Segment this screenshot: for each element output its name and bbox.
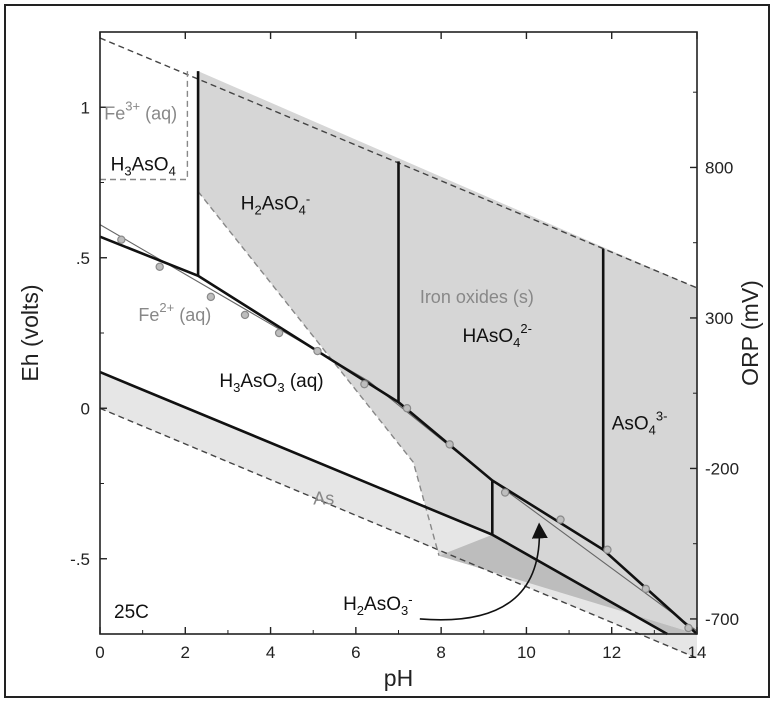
data-marker [155, 262, 164, 271]
right-tick-label: 300 [705, 309, 733, 328]
data-marker [206, 292, 216, 302]
data-marker [641, 584, 651, 594]
region-label-as: As [313, 489, 334, 509]
data-marker [360, 379, 369, 389]
data-marker [556, 515, 565, 524]
data-marker [274, 328, 284, 338]
data-marker [603, 545, 612, 554]
right-axis-label: ORP (mV) [737, 280, 763, 386]
overlap-region [439, 534, 697, 634]
x-tick-label: 0 [95, 643, 104, 662]
data-marker [313, 346, 322, 356]
figure-frame [4, 4, 770, 698]
line-fe_oxide_boundary [197, 191, 440, 556]
data-marker [445, 440, 454, 449]
y-tick-label: .5 [76, 249, 90, 268]
region-label-haso4: HAsO42- [462, 321, 531, 350]
line-as5_as3 [99, 235, 698, 635]
x-axis-label: pH [384, 665, 413, 691]
region-label-h3aso4: H3AsO4 [111, 154, 176, 178]
temperature-label: 25C [114, 602, 149, 623]
annotation-arrow [419, 522, 548, 621]
data-marker [240, 310, 250, 320]
x-tick-label: 4 [266, 643, 275, 662]
region-label-h3aso3: H3AsO3 (aq) [219, 371, 323, 395]
data-marker [684, 623, 693, 633]
region-label-h2aso3: H2AsO3- [343, 592, 413, 618]
right-tick-label: 800 [705, 158, 733, 177]
x-tick-label: 2 [181, 643, 190, 662]
y-tick-label: -.5 [70, 550, 90, 569]
region-label-h2aso4: H2AsO4- [241, 192, 311, 218]
region-label-iron_oxides: Iron oxides (s) [420, 287, 534, 307]
region-label-fe2: Fe2+ (aq) [138, 300, 211, 325]
y-tick-label: 1 [81, 98, 90, 117]
x-tick-label: 10 [517, 643, 536, 662]
y-axis-label: Eh (volts) [17, 284, 43, 381]
data-marker [500, 488, 510, 497]
right-tick-label: -200 [705, 459, 739, 478]
x-tick-label: 6 [351, 643, 360, 662]
data-marker [402, 404, 412, 413]
line-as5_as3_upper [99, 224, 698, 632]
y-tick-label: 0 [81, 399, 90, 418]
data-marker [117, 235, 126, 244]
iron-oxides-region [198, 71, 697, 635]
x-tick-label: 12 [602, 643, 621, 662]
x-tick-label: 8 [436, 643, 445, 662]
region-label-fe3: Fe3+ (aq) [104, 98, 177, 123]
line-water_lower [99, 407, 698, 659]
right-tick-label: -700 [705, 610, 739, 629]
region-label-aso4: AsO43- [612, 408, 668, 437]
x-tick-label: 14 [688, 643, 707, 662]
